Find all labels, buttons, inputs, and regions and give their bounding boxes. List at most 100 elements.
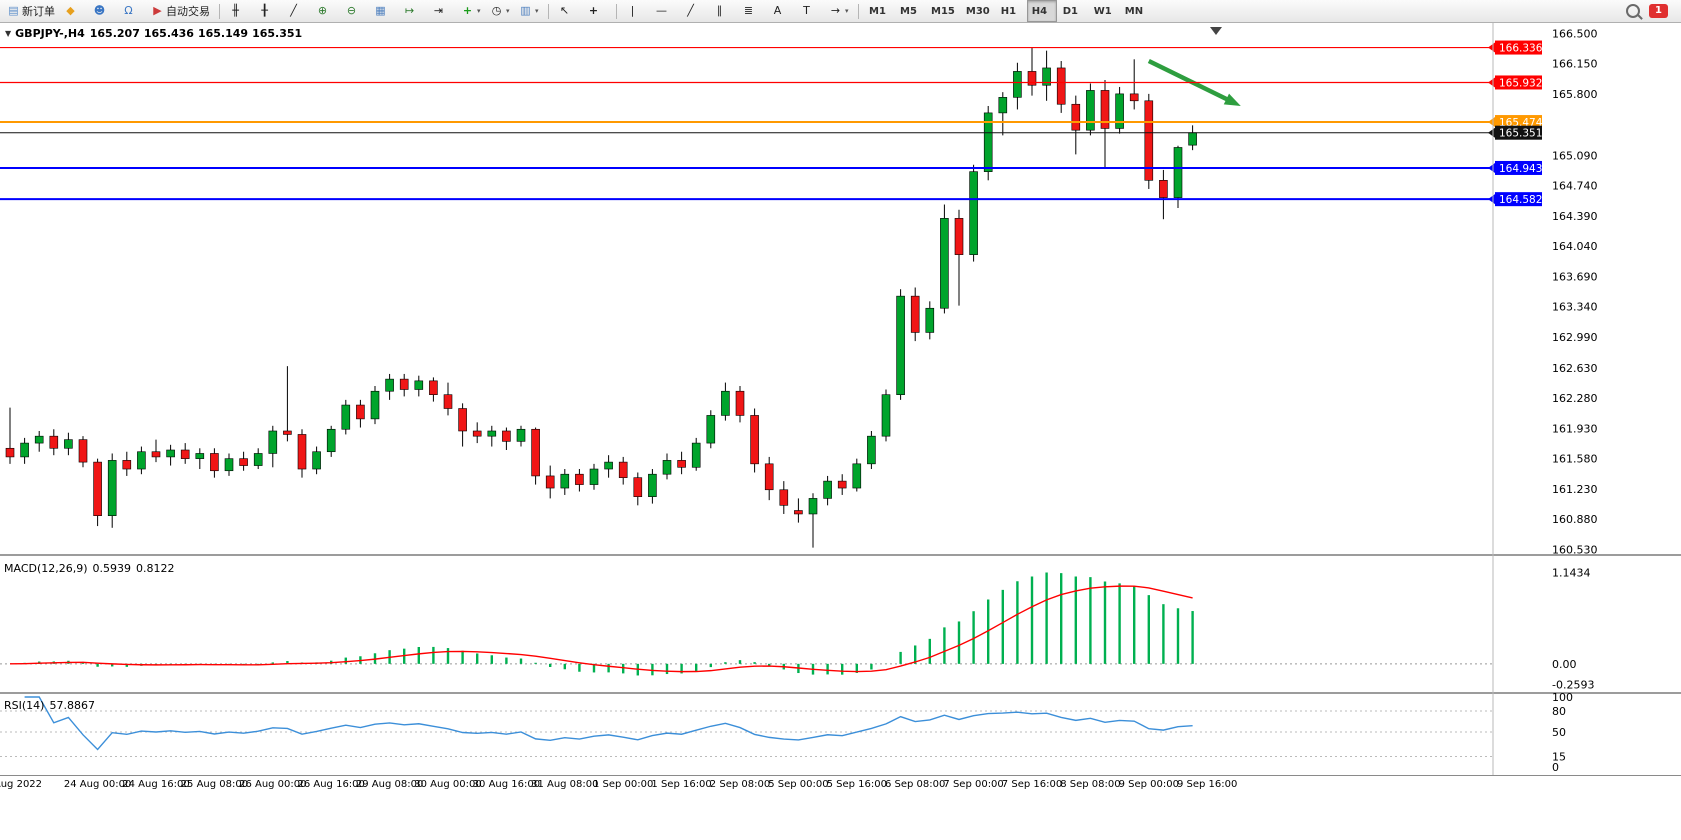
timeframe-d1-button[interactable]: D1: [1058, 0, 1088, 22]
bar-chart-icon: ╫: [232, 4, 239, 17]
timeframe-d1-button-label: D1: [1062, 5, 1079, 17]
horizontal-line-166.336[interactable]: 166.336: [0, 40, 1543, 55]
candlestick-chart-button[interactable]: ╂: [254, 0, 282, 22]
horizontal-line-button[interactable]: —: [651, 0, 679, 22]
market-button[interactable]: ◆: [60, 0, 88, 22]
zoom-out-button[interactable]: ⊖: [341, 0, 369, 22]
zoom-out-icon: ⊖: [346, 4, 357, 17]
cursor-button[interactable]: ↖: [554, 0, 582, 22]
rsi-line: [24, 696, 1193, 751]
search-icon[interactable]: [1626, 4, 1641, 18]
trend-arrow-annotation[interactable]: [1147, 59, 1241, 106]
bar-chart-button[interactable]: ╫: [225, 0, 253, 22]
dropdown-caret-icon[interactable]: ▾: [535, 7, 539, 15]
tile-windows-icon: ▦: [375, 4, 386, 17]
toolbar-separator: [616, 3, 617, 19]
one-click-trading-toggle[interactable]: ▼: [5, 29, 12, 38]
tile-windows-button[interactable]: ▦: [370, 0, 398, 22]
time-axis-label: 5 Sep 16:00: [826, 779, 887, 790]
text-icon: A: [773, 4, 782, 17]
zoom-in-icon: ⊕: [317, 4, 328, 17]
svg-text:164.390: 164.390: [1552, 210, 1598, 223]
svg-text:164.582: 164.582: [1499, 194, 1542, 206]
templates-button[interactable]: ▥ ▾: [515, 0, 543, 22]
svg-text:165.932: 165.932: [1499, 77, 1542, 89]
time-axis-label: 24 Aug 16:00: [122, 779, 190, 790]
fibonacci-button[interactable]: ≣: [738, 0, 766, 22]
notifications-badge[interactable]: 1: [1649, 4, 1668, 18]
time-axis-label: 30 Aug 00:00: [414, 779, 482, 790]
timeframe-w1-button[interactable]: W1: [1089, 0, 1119, 22]
timeframe-mn-button-label: MN: [1124, 5, 1144, 17]
autotrading-button[interactable]: ▶ 自动交易: [147, 0, 214, 22]
vertical-line-button[interactable]: |: [622, 0, 650, 22]
time-axis-label: 5 Sep 00:00: [768, 779, 829, 790]
toolbar-separator: [219, 3, 220, 19]
time-axis-label: 9 Sep 16:00: [1176, 779, 1238, 790]
timeframe-h4-button[interactable]: H4: [1026, 0, 1057, 22]
chart-shift-marker[interactable]: [1210, 27, 1222, 35]
timeframe-h1-button[interactable]: H1: [996, 0, 1026, 22]
trendline-button[interactable]: ╱: [680, 0, 708, 22]
time-axis-label: 24 Aug 00:00: [63, 779, 132, 790]
ohlc-high: 165.436: [143, 27, 194, 40]
time-axis-label: 2 Sep 08:00: [709, 779, 771, 790]
dropdown-caret-icon[interactable]: ▾: [477, 7, 481, 15]
time-axis-label: 25 Aug 08:00: [180, 779, 249, 790]
timeframe-mn-button[interactable]: MN: [1120, 0, 1150, 22]
time-axis-label: 7 Sep 00:00: [943, 779, 1004, 790]
timeframe-m30-button-label: M30: [965, 5, 990, 17]
new-order-icon: ▤: [8, 4, 19, 17]
label-button[interactable]: T: [796, 0, 824, 22]
timeframe-m5-button[interactable]: M5: [895, 0, 925, 22]
market-icon: ◆: [66, 4, 75, 17]
svg-text:166.336: 166.336: [1499, 43, 1543, 55]
rsi-axis-label: 15: [1552, 751, 1566, 764]
dropdown-caret-icon[interactable]: ▾: [506, 7, 510, 15]
ohlc-low: 165.149: [197, 27, 249, 40]
indicators-button[interactable]: + ▾: [457, 0, 485, 22]
svg-text:162.280: 162.280: [1552, 392, 1598, 405]
svg-text:166.500: 166.500: [1552, 27, 1598, 40]
horizontal-line-164.943[interactable]: 164.943: [0, 160, 1542, 175]
shapes-icon: →: [830, 4, 841, 17]
horizontal-line-165.932[interactable]: 165.932: [0, 75, 1542, 90]
timeframe-w1-button-label: W1: [1093, 5, 1112, 17]
auto-scroll-button[interactable]: ↦: [399, 0, 427, 22]
svg-text:161.580: 161.580: [1552, 453, 1598, 466]
macd-axis-label: 1.1434: [1552, 567, 1591, 580]
rsi-value: 57.8867: [49, 699, 95, 712]
new-order-button[interactable]: ▤ 新订单: [3, 0, 59, 22]
dropdown-caret-icon[interactable]: ▾: [845, 7, 849, 15]
panel-divider[interactable]: [0, 554, 1681, 556]
timeframe-m30-button[interactable]: M30: [961, 0, 995, 22]
zoom-in-button[interactable]: ⊕: [312, 0, 340, 22]
macd-signal-value: 0.8122: [136, 562, 175, 575]
periods-button[interactable]: ◷ ▾: [486, 0, 514, 22]
community-button[interactable]: ☻: [89, 0, 117, 22]
line-chart-icon: ╱: [290, 4, 297, 17]
support-button[interactable]: Ω: [118, 0, 146, 22]
macd-axis-label: 0.00: [1552, 658, 1577, 671]
svg-text:160.880: 160.880: [1552, 513, 1598, 526]
chart-canvas[interactable]: 166.336165.932165.474165.351164.943164.5…: [0, 23, 1681, 775]
time-axis-label: 30 Aug 16:00: [472, 779, 541, 790]
time-axis-label: 6 Sep 08:00: [884, 779, 946, 790]
panel-divider[interactable]: [0, 692, 1681, 694]
line-chart-button[interactable]: ╱: [283, 0, 311, 22]
shapes-button[interactable]: → ▾: [825, 0, 853, 22]
crosshair-button[interactable]: +: [583, 0, 611, 22]
price-axis[interactable]: 166.500 166.150 165.800 165.090 164.740 164.3…: [1552, 27, 1598, 556]
svg-text:160.530: 160.530: [1552, 543, 1598, 556]
macd-axis-label: -0.2593: [1552, 679, 1594, 692]
channel-button[interactable]: ∥: [709, 0, 737, 22]
timeframe-m15-button[interactable]: M15: [926, 0, 960, 22]
chart-shift-button[interactable]: ⇥: [428, 0, 456, 22]
time-axis-label: 9 Sep 00:00: [1118, 779, 1179, 790]
rsi-name: RSI(14): [4, 699, 45, 712]
text-button[interactable]: A: [767, 0, 795, 22]
indicators-icon: +: [462, 4, 473, 17]
crosshair-icon: +: [588, 4, 599, 17]
timeframe-m1-button[interactable]: M1: [864, 0, 894, 22]
